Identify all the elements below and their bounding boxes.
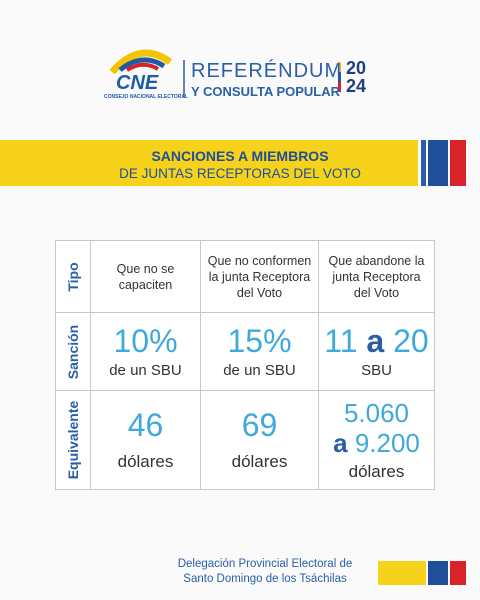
value: 46 <box>127 407 164 443</box>
row-header-text: Sanción <box>65 324 81 379</box>
flag-stripe <box>428 561 448 585</box>
subtitle: Y CONSULTA POPULAR <box>191 84 341 99</box>
value: 69 <box>241 407 278 443</box>
joiner: a <box>366 323 385 359</box>
logo-name: CONSEJO NACIONAL ELECTORAL <box>104 94 188 100</box>
value: 9.200 <box>354 428 420 458</box>
row-header-text: Tipo <box>65 261 81 292</box>
cell-text: Que no se capaciten <box>116 261 175 292</box>
banner-bar <box>0 140 418 186</box>
flag-stripe <box>378 561 426 585</box>
unit: de un SBU <box>223 362 296 379</box>
row-header: Sanción <box>55 312 91 391</box>
footer: Delegación Provincial Electoral de Santo… <box>160 557 370 587</box>
flag-stripe <box>450 140 466 186</box>
unit: SBU <box>361 362 392 379</box>
flag-stripe <box>450 561 466 585</box>
title: REFERÉNDUM <box>191 60 343 82</box>
flag-stripe <box>338 82 341 92</box>
unit: de un SBU <box>109 362 182 379</box>
cell: Que no conformen la junta Receptora del … <box>200 240 319 313</box>
logo-arc <box>118 57 166 72</box>
row-header: Tipo <box>55 240 91 313</box>
unit: dólares <box>117 452 174 471</box>
cell-text: Que abandone la junta Receptora del Voto <box>328 253 425 300</box>
flag-stripe <box>338 62 341 72</box>
year: 24 <box>346 76 367 96</box>
joiner: a <box>333 428 348 458</box>
logo-acronym: CNE <box>116 72 159 94</box>
cell: Que no se capaciten <box>90 240 201 313</box>
value: 10% <box>113 323 178 359</box>
cell: 11 a 20 SBU <box>318 312 435 391</box>
value: 15% <box>227 323 292 359</box>
cell: 46 dólares <box>90 390 201 490</box>
footer-line: Santo Domingo de los Tsáchilas <box>183 573 347 585</box>
cell: Que abandone la junta Receptora del Voto <box>318 240 435 313</box>
banner-title: SANCIONES A MIEMBROS <box>151 148 329 164</box>
cell: 10% de un SBU <box>90 312 201 391</box>
row-header: Equivalente <box>55 390 91 490</box>
value: 20 <box>393 323 429 359</box>
flag-stripe <box>338 72 341 82</box>
value: 11 a 20 <box>324 324 428 358</box>
logo-arc <box>125 62 160 72</box>
value: a 9.200 <box>333 428 420 458</box>
cell: 15% de un SBU <box>200 312 319 391</box>
row-header-text: Equivalente <box>65 400 81 480</box>
flag-stripe <box>421 140 426 186</box>
flag-stripe <box>428 140 448 186</box>
unit: dólares <box>231 452 288 471</box>
value: 11 <box>324 323 358 359</box>
footer-line: Delegación Provincial Electoral de <box>177 558 353 570</box>
value: 5.060 <box>343 398 410 428</box>
logo-arc <box>109 49 173 75</box>
banner-subtitle: DE JUNTAS RECEPTORAS DEL VOTO <box>119 166 361 181</box>
cell-text: Que no conformen la junta Receptora del … <box>207 253 312 300</box>
year: 20 <box>346 58 367 78</box>
cell: 5.060 a 9.200 dólares <box>318 390 435 490</box>
cell: 69 dólares <box>200 390 319 490</box>
unit: dólares <box>348 462 405 481</box>
